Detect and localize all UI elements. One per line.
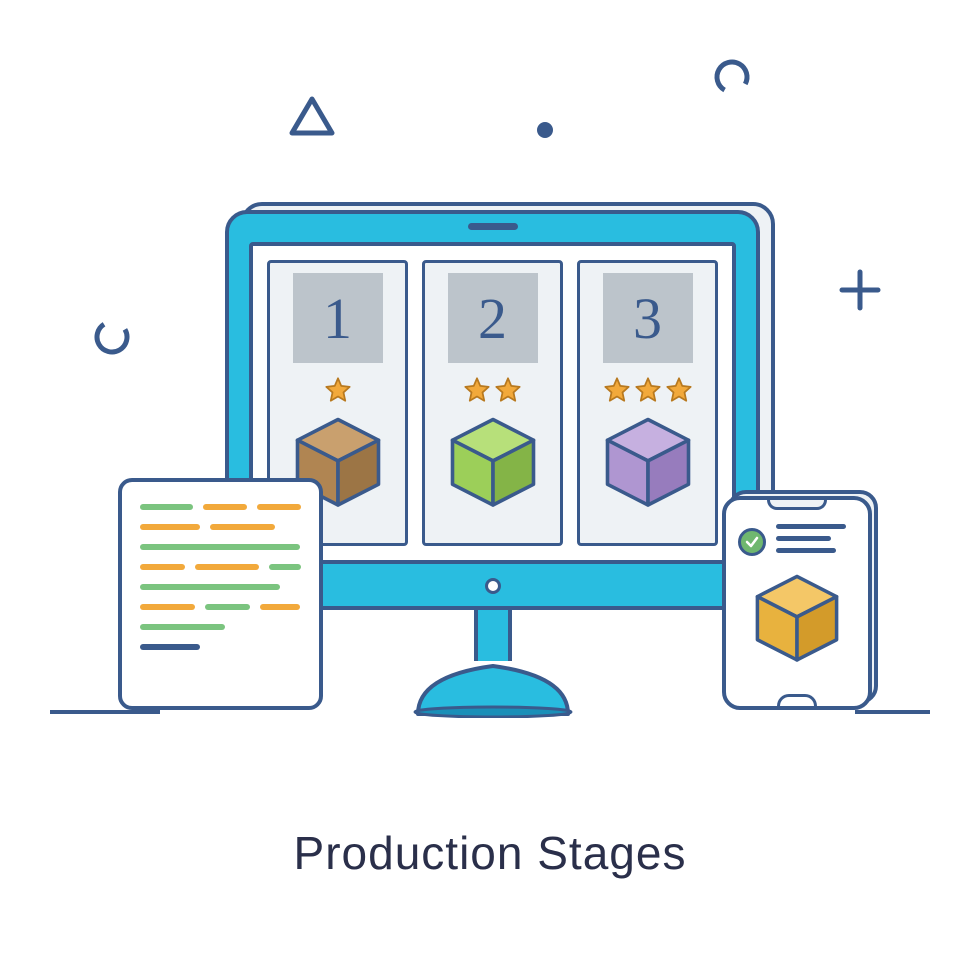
doc-line: [140, 584, 301, 590]
star-rating: [324, 375, 352, 405]
ring-icon: [712, 57, 752, 97]
phone-body: [722, 496, 872, 710]
document: [118, 478, 323, 710]
stage-number: 3: [603, 273, 693, 363]
stage-number: 2: [448, 273, 538, 363]
baseline: [50, 710, 160, 714]
stage-number: 1: [293, 273, 383, 363]
text-line: [776, 548, 836, 553]
doc-line: [140, 624, 301, 630]
text-line: [776, 524, 846, 529]
triangle-icon: [288, 95, 336, 139]
phone-text-lines: [776, 524, 856, 560]
phone-content: [738, 524, 856, 664]
monitor-neck: [474, 606, 512, 661]
doc-line: [140, 604, 301, 610]
monitor-stand: [408, 656, 578, 714]
phone-cube: [738, 572, 856, 664]
illustration-canvas: 1 2 3: [0, 0, 980, 980]
doc-line: [140, 504, 301, 510]
dot-icon: [536, 121, 554, 139]
cube-icon: [448, 415, 538, 515]
baseline: [855, 710, 930, 714]
phone-notch-icon: [767, 500, 827, 510]
title: Production Stages: [0, 826, 980, 880]
check-icon: [738, 528, 766, 556]
star-rating: [603, 375, 693, 405]
ring-icon: [92, 317, 132, 357]
phone: [722, 496, 872, 710]
stage-card: 2: [422, 260, 563, 546]
plus-icon: [839, 269, 881, 311]
camera-icon: [468, 223, 518, 230]
phone-home-icon: [777, 694, 817, 706]
cube-icon: [603, 415, 693, 515]
doc-line: [140, 644, 301, 650]
star-rating: [463, 375, 522, 405]
doc-line: [140, 524, 301, 530]
text-line: [776, 536, 831, 541]
doc-line: [140, 544, 301, 550]
home-button-icon: [485, 578, 501, 594]
doc-line: [140, 564, 301, 570]
stage-card: 3: [577, 260, 718, 546]
